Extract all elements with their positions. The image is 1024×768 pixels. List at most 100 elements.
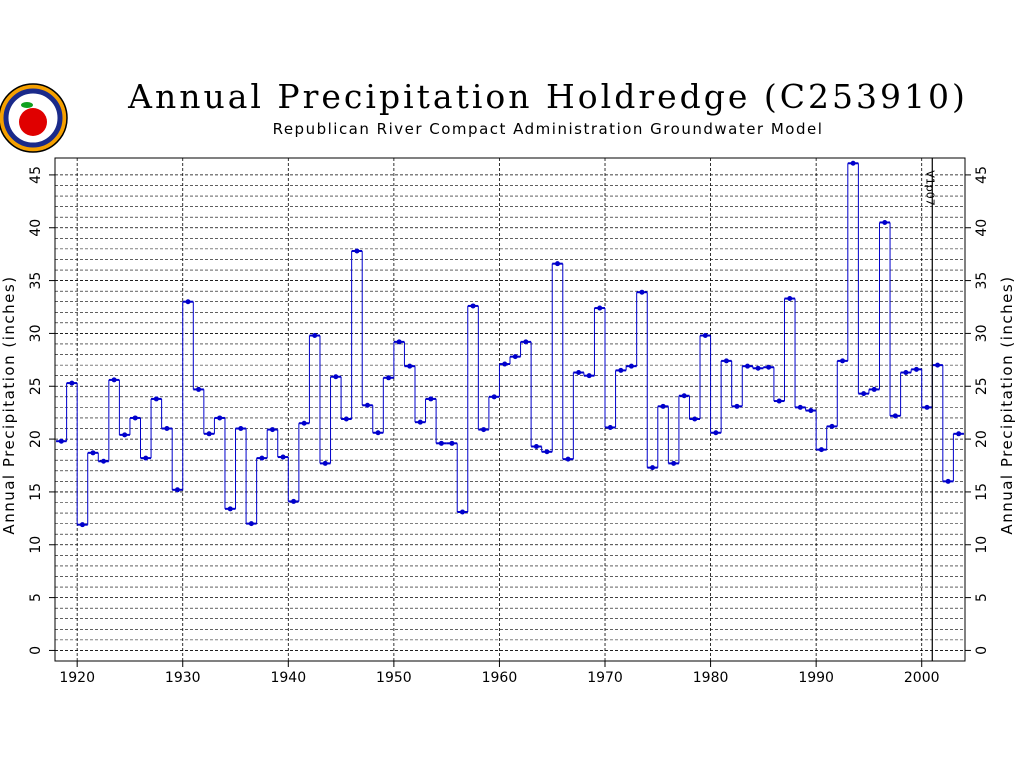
data-point [248,521,254,527]
data-point [238,426,244,432]
data-point [143,455,149,461]
y-tick-label: 30 [28,325,44,343]
data-point [111,377,117,383]
data-point [660,403,666,409]
data-point [681,393,687,399]
data-point [438,440,444,446]
data-point [196,386,202,392]
data-point [491,394,497,400]
data-point [850,160,856,166]
y-axis-label: Annual Precipitation (inches) [0,275,18,534]
chart-title: Annual Precipitation Holdredge (C253910) [127,77,968,116]
y-tick-label: 40 [28,219,44,237]
y-tick-label: 20 [28,430,44,448]
data-point [945,478,951,484]
y2-tick-label: 30 [974,325,990,343]
data-point [132,415,138,421]
data-point [935,362,941,368]
data-point [555,261,561,267]
data-point [449,440,455,446]
data-point [766,364,772,370]
data-point [301,420,307,426]
y-tick-label: 15 [28,483,44,501]
data-point [829,423,835,429]
x-tick-label: 1920 [59,670,95,686]
logo-leaf [21,102,33,108]
data-point [512,354,518,360]
data-point [586,373,592,379]
y-tick-label: 35 [28,272,44,290]
data-point [565,456,571,462]
data-point [354,248,360,254]
data-point [787,296,793,302]
data-point [871,386,877,392]
data-point [734,403,740,409]
chart-subtitle: Republican River Compact Administration … [273,120,824,138]
data-point [671,460,677,466]
annotation-label: V1p07 [923,170,936,206]
y2-tick-label: 20 [974,430,990,448]
data-point [90,450,96,456]
data-point [396,339,402,345]
data-point [185,299,191,305]
data-point [322,460,328,466]
data-point [618,367,624,373]
y2-tick-label: 5 [974,593,990,602]
data-point [650,465,656,471]
logo [0,83,68,153]
data-point [597,305,603,311]
y2-tick-label: 45 [974,166,990,184]
plot-frame [54,157,966,662]
data-point [386,375,392,381]
data-point [153,396,159,402]
data-point [79,522,85,528]
data-point [861,391,867,397]
x-tick-label: 2000 [904,670,940,686]
data-point [227,506,233,512]
data-point [903,370,909,376]
data-point [375,430,381,436]
data-point [69,380,75,386]
x-tick-label: 1960 [482,670,518,686]
data-point [280,454,286,460]
data-point [692,416,698,422]
data-point [428,396,434,402]
data-point [364,402,370,408]
data-point [164,426,170,432]
data-point [818,447,824,453]
data-point [502,361,508,367]
y-tick-label: 25 [28,377,44,395]
y-tick-label: 10 [28,536,44,554]
data-point [259,455,265,461]
data-point [639,289,645,295]
data-point [628,363,634,369]
data-point [723,358,729,364]
data-point [417,419,423,425]
data-point [755,365,761,371]
data-point [808,408,814,414]
data-point [470,303,476,309]
data-point [459,509,465,515]
data-point [576,370,582,376]
y2-tick-label: 15 [974,483,990,501]
y-tick-label: 0 [28,646,44,655]
logo-apple [19,108,47,136]
data-point [407,363,413,369]
data-point [797,404,803,410]
data-point [343,416,349,422]
data-point [206,431,212,437]
data-point [544,449,550,455]
x-tick-label: 1990 [798,670,834,686]
data-point [333,374,339,380]
y2-tick-label: 40 [974,219,990,237]
data-point [713,430,719,436]
y2-tick-label: 0 [974,646,990,655]
data-point [913,366,919,372]
data-point [122,432,128,438]
x-tick-label: 1980 [693,670,729,686]
data-point [892,413,898,419]
data-point [702,333,708,339]
data-point [291,498,297,504]
data-point [882,219,888,225]
